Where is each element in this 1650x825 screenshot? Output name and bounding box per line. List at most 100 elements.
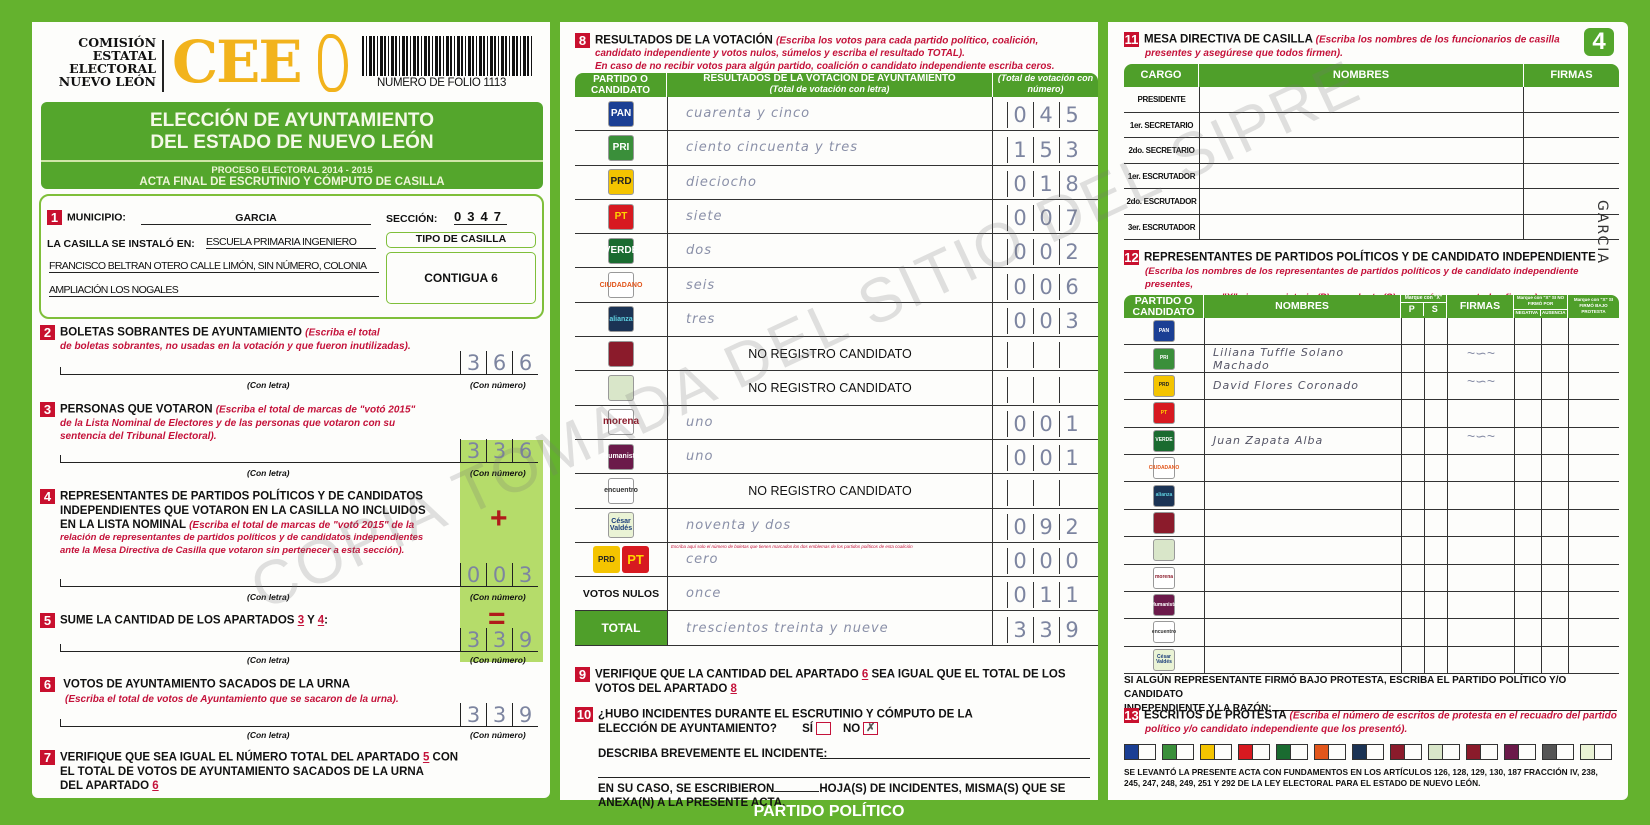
protest-count-box[interactable] (1466, 744, 1498, 760)
address-line[interactable]: FRANCISCO BELTRAN OTERO CALLE LIMÓN, SIN… (49, 260, 379, 273)
negativa-checkbox[interactable] (1514, 564, 1541, 591)
p-checkbox[interactable] (1401, 482, 1424, 509)
digit-cell[interactable]: 0 (1006, 513, 1033, 540)
digit-cell[interactable]: 0 (1006, 410, 1033, 437)
digit-cell[interactable]: 0 (1032, 239, 1059, 266)
digit-cell[interactable]: 9 (1032, 513, 1059, 540)
firma-field[interactable] (1447, 591, 1514, 619)
p-checkbox[interactable] (1401, 646, 1424, 674)
ausencia-checkbox[interactable] (1541, 591, 1568, 619)
digit-cell[interactable]: 0 (1032, 273, 1059, 300)
incidente-field-line2[interactable] (598, 777, 1090, 778)
letra-cell[interactable]: cero Escriba aquí solo el número de bolet… (667, 542, 993, 577)
s-checkbox[interactable] (1424, 591, 1447, 619)
s6-letra-line[interactable] (60, 719, 460, 727)
nombre-field[interactable] (1199, 163, 1524, 188)
address-line[interactable]: ESCUELA PRIMARIA INGENIERO (206, 236, 376, 249)
digit-cell[interactable]: 0 (1006, 445, 1033, 472)
firma-field[interactable] (1447, 400, 1514, 427)
ausencia-checkbox[interactable] (1541, 318, 1568, 345)
digit-cell[interactable]: 0 (1032, 410, 1059, 437)
protest-count-box[interactable] (1428, 744, 1460, 760)
letra-cell[interactable]: cuarenta y cinco (667, 97, 993, 131)
ausencia-checkbox[interactable] (1541, 537, 1568, 564)
s-checkbox[interactable] (1424, 345, 1447, 372)
p-checkbox[interactable] (1401, 372, 1424, 400)
protest-count-box[interactable] (1276, 744, 1308, 760)
ausencia-checkbox[interactable] (1541, 372, 1568, 400)
digit-cell[interactable]: 3 (1058, 308, 1085, 335)
number-cell[interactable] (993, 474, 1098, 507)
digit-cell[interactable] (1032, 479, 1059, 506)
firma-field[interactable] (1447, 564, 1514, 591)
firma-field[interactable]: ~∽~ (1447, 372, 1514, 400)
letra-cell[interactable]: NO REGISTRO CANDIDATO (667, 371, 993, 405)
digit-cell[interactable] (1058, 376, 1085, 403)
firma-field[interactable] (1447, 482, 1514, 509)
digit-cell[interactable]: 5 (1032, 136, 1059, 163)
ausencia-checkbox[interactable] (1541, 646, 1568, 674)
number-cell[interactable] (993, 371, 1098, 404)
digit-cell[interactable] (1032, 376, 1059, 403)
protest-count-box[interactable] (1124, 744, 1156, 760)
municipio-field[interactable]: GARCIA (141, 212, 371, 225)
p-checkbox[interactable] (1401, 537, 1424, 564)
nombre-field[interactable] (1204, 509, 1401, 537)
digit-cell[interactable] (1006, 479, 1033, 506)
digit-cell[interactable]: 0 (1006, 308, 1033, 335)
nombre-field[interactable] (1199, 214, 1524, 239)
ausencia-checkbox[interactable] (1541, 427, 1568, 454)
digit-cell[interactable]: 2 (1058, 513, 1085, 540)
digit-cell[interactable]: 5 (1058, 102, 1085, 129)
nombre-field[interactable]: David Flores Coronado (1204, 372, 1401, 400)
letra-cell[interactable]: NO REGISTRO CANDIDATO (667, 337, 993, 371)
protest-count-box[interactable] (1162, 744, 1194, 760)
firma-field[interactable] (1524, 164, 1619, 189)
digit-cell[interactable] (1006, 342, 1033, 369)
firma-field[interactable] (1447, 646, 1514, 674)
nombre-field[interactable] (1204, 482, 1401, 509)
protesta-checkbox[interactable] (1568, 454, 1619, 482)
s-checkbox[interactable] (1424, 509, 1447, 537)
firma-field[interactable]: ~∽~ (1447, 345, 1514, 372)
ausencia-checkbox[interactable] (1541, 454, 1568, 482)
protesta-checkbox[interactable] (1568, 427, 1619, 454)
protest-count-box[interactable] (1390, 744, 1422, 760)
nombre-field[interactable] (1204, 619, 1401, 646)
digit-cell[interactable]: 2 (1058, 239, 1085, 266)
p-checkbox[interactable] (1401, 454, 1424, 482)
p-checkbox[interactable] (1401, 318, 1424, 345)
s-checkbox[interactable] (1424, 400, 1447, 427)
si-checkbox[interactable] (815, 722, 831, 736)
nombre-field[interactable] (1204, 454, 1401, 482)
nombre-field[interactable] (1204, 591, 1401, 619)
firma-field[interactable] (1447, 454, 1514, 482)
p-checkbox[interactable] (1401, 427, 1424, 454)
nombre-field[interactable] (1199, 87, 1524, 112)
protest-count-box[interactable] (1314, 744, 1346, 760)
digit-cell[interactable]: 0 (1006, 548, 1033, 575)
protesta-checkbox[interactable] (1568, 646, 1619, 674)
protesta-checkbox[interactable] (1568, 372, 1619, 400)
digit-cell[interactable] (1032, 342, 1059, 369)
firma-field[interactable] (1447, 619, 1514, 646)
ausencia-checkbox[interactable] (1541, 345, 1568, 372)
letra-cell[interactable]: ciento cincuenta y tres (667, 131, 993, 165)
letra-cell[interactable]: NO REGISTRO CANDIDATO (667, 474, 993, 508)
protesta-checkbox[interactable] (1568, 591, 1619, 619)
negativa-checkbox[interactable] (1514, 482, 1541, 509)
digit-cell[interactable]: 0 (1032, 445, 1059, 472)
p-checkbox[interactable] (1401, 564, 1424, 591)
ausencia-checkbox[interactable] (1541, 509, 1568, 537)
incidente-field[interactable] (820, 758, 1090, 759)
digit-cell[interactable] (1058, 479, 1085, 506)
